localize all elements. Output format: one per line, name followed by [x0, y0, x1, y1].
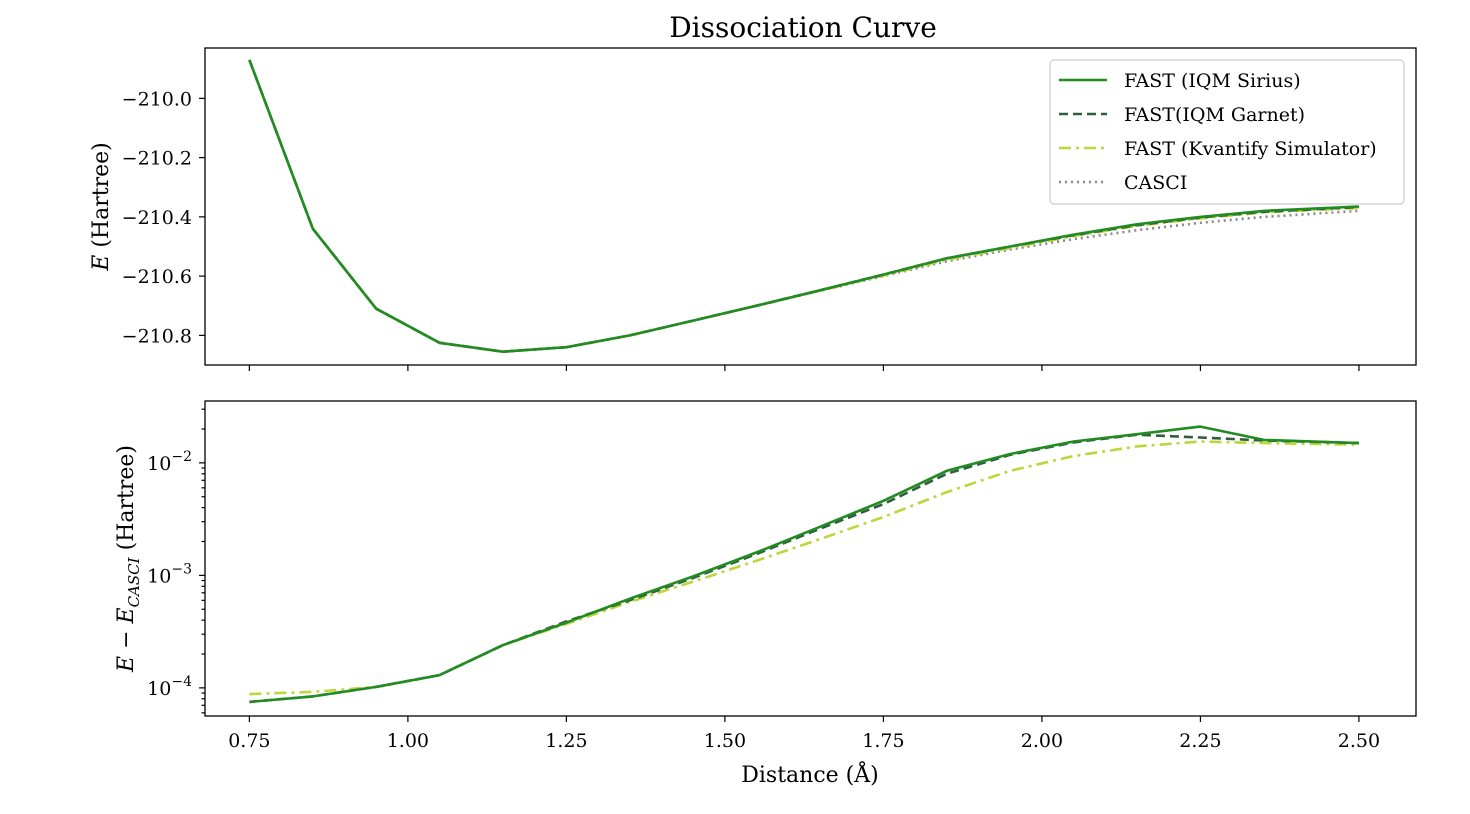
y-tick-label: −210.8	[122, 325, 192, 347]
series-line-fast-iqm-sirius	[249, 425, 1359, 704]
y-tick-label: −210.6	[122, 266, 192, 288]
y-tick-label: −210.0	[122, 88, 192, 110]
y-tick-label: 10−2	[147, 449, 192, 475]
y-tick-label: −210.2	[122, 148, 192, 170]
legend-box	[1049, 59, 1405, 205]
legend-label: FAST (IQM Sirius)	[1124, 70, 1301, 92]
legend-label: FAST (Kvantify Simulator)	[1124, 138, 1377, 160]
x-tick-label: 1.00	[387, 730, 429, 752]
y-axis-title: E − ECASCI (Hartree)	[114, 445, 143, 673]
series-line-fast-iqm-garnet	[249, 433, 1359, 704]
x-tick-label: 2.00	[1021, 730, 1063, 752]
series-line-fast-iqm-sirius	[248, 59, 1359, 354]
chart-title: Dissociation Curve	[669, 11, 937, 44]
legend: FAST (IQM Sirius) FAST(IQM Garnet) FAST (K…	[1049, 59, 1405, 205]
x-tick-label: 1.25	[545, 730, 587, 752]
plot-area-frame	[204, 400, 1417, 717]
series-line-fast-kvantify-simulator	[249, 440, 1359, 696]
y-axis-title: E (Hartree)	[89, 142, 114, 271]
legend-label: CASCI	[1124, 172, 1187, 194]
x-tick-label: 2.25	[1179, 730, 1221, 752]
top-panel: −210.8 −210.6 −210.4 −210.2 −210.0 E (Hartree…	[89, 47, 1417, 371]
x-tick-label: 1.75	[862, 730, 904, 752]
y-tick-label: −210.4	[122, 207, 192, 229]
x-tick-label: 2.50	[1338, 730, 1380, 752]
plot-area-frame	[204, 47, 1417, 366]
y-tick-label: 10−4	[147, 674, 192, 700]
x-axis-title: Distance (Å)	[741, 760, 878, 788]
bottom-panel: 0.75 1.00 1.25 1.50 1.75 2.00 2.25 2.50 10−4 10−3…	[114, 400, 1417, 752]
y-tick-label: 10−3	[147, 561, 192, 587]
legend-label: FAST(IQM Garnet)	[1124, 104, 1305, 126]
x-tick-label: 1.50	[704, 730, 746, 752]
x-tick-label: 0.75	[228, 730, 270, 752]
